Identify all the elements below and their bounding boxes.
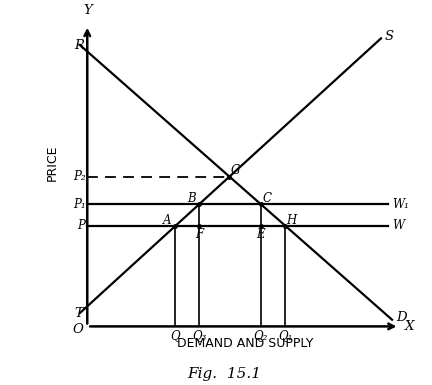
Text: W: W <box>392 219 404 233</box>
Text: Q₃: Q₃ <box>192 329 206 342</box>
Text: P₁: P₁ <box>73 198 86 211</box>
Text: DEMAND AND SUPPLY: DEMAND AND SUPPLY <box>177 336 313 350</box>
Text: C: C <box>262 192 271 204</box>
Text: PRICE: PRICE <box>46 144 59 181</box>
Text: P: P <box>77 219 85 233</box>
Text: E: E <box>257 228 265 241</box>
Text: B: B <box>187 192 196 204</box>
Text: G: G <box>230 164 240 177</box>
Text: S: S <box>384 30 394 43</box>
Text: Y: Y <box>83 3 92 17</box>
Text: P₂: P₂ <box>73 170 86 183</box>
Text: D: D <box>396 311 407 323</box>
Text: R: R <box>74 38 84 52</box>
Text: Fig.  15.1: Fig. 15.1 <box>187 367 262 381</box>
Text: T: T <box>75 306 84 320</box>
Text: A: A <box>163 214 172 227</box>
Text: Q₂: Q₂ <box>254 329 268 342</box>
Text: F: F <box>195 228 203 241</box>
Text: W₁: W₁ <box>392 198 409 211</box>
Text: X: X <box>405 320 414 333</box>
Text: Q₁: Q₁ <box>278 329 292 342</box>
Text: O: O <box>73 323 83 336</box>
Text: Q: Q <box>171 329 180 342</box>
Text: H: H <box>286 214 296 227</box>
